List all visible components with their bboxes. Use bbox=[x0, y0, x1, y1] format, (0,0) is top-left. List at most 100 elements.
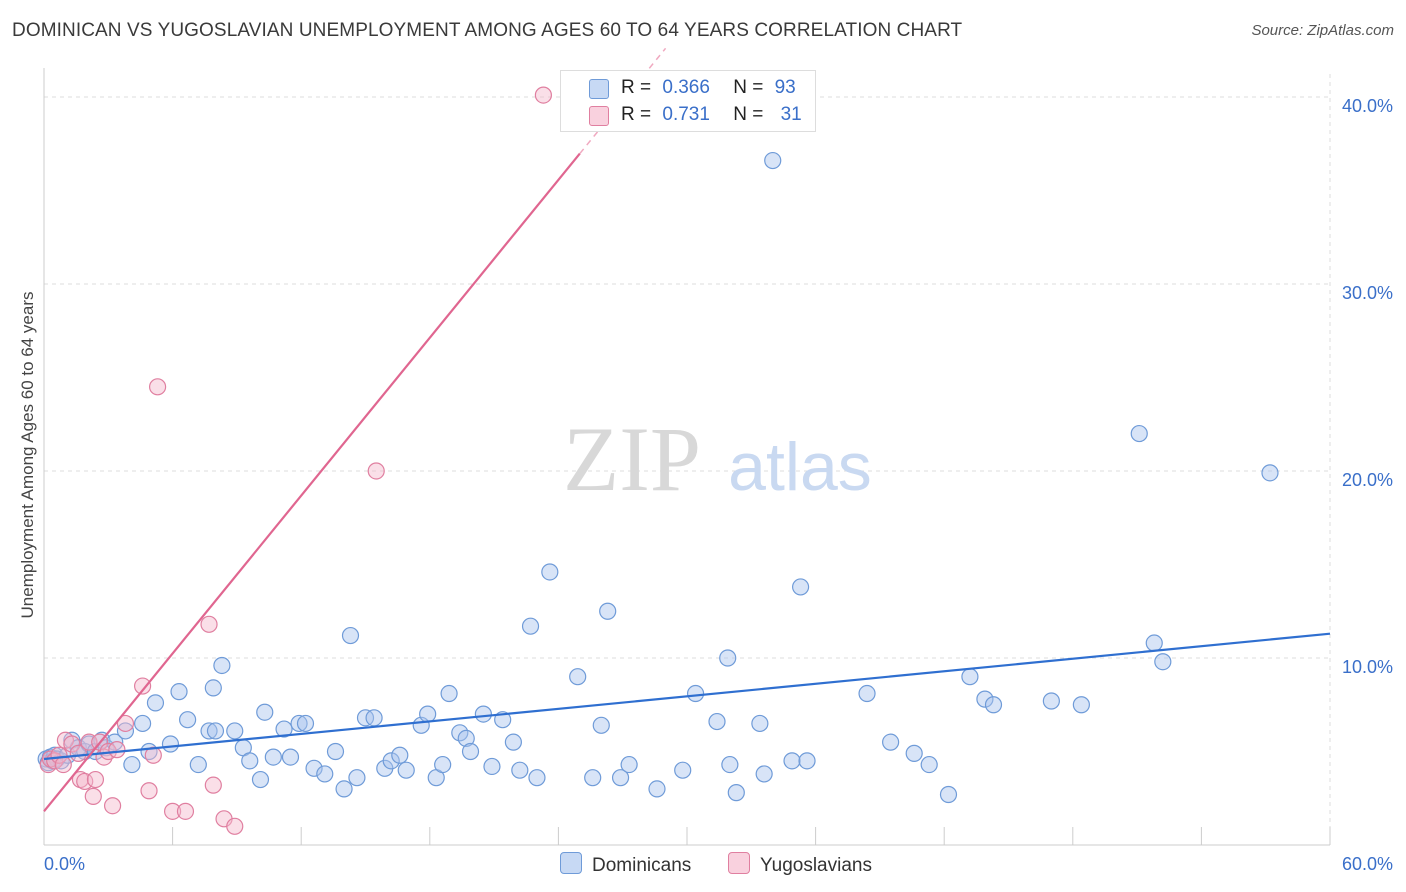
dominican-point bbox=[200, 722, 218, 740]
dominican-point bbox=[648, 780, 666, 798]
dominican-point bbox=[290, 714, 308, 733]
dominican-point bbox=[241, 752, 259, 770]
x-tick-label: 0.0% bbox=[44, 854, 85, 874]
dominican-point bbox=[483, 757, 501, 776]
legend-r-value: 0.731 bbox=[662, 104, 710, 125]
dominicans-points bbox=[37, 151, 1279, 804]
dominican-point bbox=[976, 690, 994, 708]
dominican-point bbox=[1261, 464, 1279, 482]
dominican-point bbox=[365, 709, 383, 727]
dominican-point bbox=[620, 755, 638, 774]
legend-n-label: N = bbox=[733, 77, 764, 98]
yugoslavian-point bbox=[116, 714, 135, 733]
yugoslavians-trend-line bbox=[43, 152, 581, 813]
dominican-point bbox=[275, 720, 293, 738]
dominican-point bbox=[348, 769, 366, 787]
stats-legend: R = 0.366 N = 93 R = 0.731 N = 31 bbox=[560, 70, 816, 132]
dominican-point bbox=[419, 705, 437, 723]
legend-r-value: 0.366 bbox=[662, 77, 710, 98]
dominican-point bbox=[123, 755, 141, 774]
dominican-point bbox=[721, 755, 739, 774]
dominican-point bbox=[905, 744, 923, 762]
dominican-point bbox=[457, 729, 475, 748]
yugoslavian-point bbox=[133, 677, 152, 695]
dominican-point bbox=[1154, 653, 1172, 671]
dominican-point bbox=[783, 752, 801, 770]
dominicans-trend-line bbox=[43, 632, 1331, 761]
y-tick-label: 10.0% bbox=[1342, 657, 1393, 677]
bottom-legend-label: Yugoslavians bbox=[760, 855, 872, 876]
legend-n-value: 93 bbox=[774, 77, 796, 98]
dominican-point bbox=[521, 617, 540, 635]
dominican-point bbox=[204, 679, 222, 697]
legend-swatch-pink bbox=[589, 106, 609, 126]
yugoslavian-point bbox=[63, 735, 81, 753]
x-tick-label: 60.0% bbox=[1342, 854, 1393, 874]
yugoslavian-point bbox=[108, 741, 126, 759]
dominican-point bbox=[751, 714, 769, 733]
watermark-zip: ZIP bbox=[563, 408, 701, 510]
axes bbox=[43, 68, 1331, 846]
dominican-point bbox=[397, 761, 415, 779]
yugoslavian-point bbox=[103, 797, 122, 815]
yugoslavian-point bbox=[164, 802, 182, 820]
yugoslavian-point bbox=[367, 462, 385, 480]
dominican-point bbox=[434, 755, 452, 774]
yugoslavian-point bbox=[86, 770, 105, 789]
dominican-point bbox=[674, 761, 692, 779]
yugoslavian-point bbox=[54, 755, 72, 774]
watermark: ZIP atlas bbox=[563, 408, 872, 510]
dominican-point bbox=[1130, 424, 1148, 443]
bottom-legend-label: Dominicans bbox=[592, 855, 692, 876]
yugoslavian-point bbox=[204, 776, 222, 794]
dominican-point bbox=[1072, 696, 1090, 714]
yugoslavian-point bbox=[534, 86, 552, 104]
watermark-atlas: atlas bbox=[728, 429, 872, 505]
dominican-point bbox=[341, 626, 360, 645]
dominican-point bbox=[984, 696, 1003, 714]
yugoslavians-points bbox=[39, 86, 552, 835]
dominican-point bbox=[281, 748, 300, 766]
legend-n-label: N = bbox=[733, 104, 764, 125]
dominican-point bbox=[592, 716, 610, 734]
dominican-point bbox=[146, 694, 165, 712]
dominican-point bbox=[326, 742, 345, 761]
dominican-point bbox=[264, 748, 282, 766]
dominican-point bbox=[791, 578, 810, 596]
dominican-point bbox=[504, 733, 522, 751]
dominican-point bbox=[391, 746, 409, 764]
tick-labels: 10.0% 20.0% 30.0% 40.0% 0.0% 60.0% bbox=[44, 96, 1393, 874]
dominican-point bbox=[1042, 692, 1060, 710]
dominican-point bbox=[133, 714, 152, 733]
dominican-point bbox=[251, 770, 270, 789]
yugoslavian-point bbox=[200, 615, 218, 633]
chart-title: DOMINICAN VS YUGOSLAVIAN UNEMPLOYMENT AM… bbox=[12, 20, 963, 41]
bottom-legend-yugoslavians: Yugoslavians bbox=[728, 852, 872, 877]
dominican-point bbox=[256, 703, 274, 721]
legend-swatch-blue bbox=[589, 79, 609, 99]
yugoslavian-point bbox=[140, 782, 158, 800]
dominican-point bbox=[961, 668, 979, 686]
dominican-point bbox=[708, 712, 726, 731]
dominican-point bbox=[798, 752, 816, 770]
dominican-point bbox=[686, 684, 705, 703]
dominican-point bbox=[584, 769, 602, 787]
dominican-point bbox=[569, 668, 587, 686]
dominican-point bbox=[461, 742, 480, 761]
yugoslavian-point bbox=[69, 744, 87, 762]
yugoslavian-point bbox=[50, 746, 68, 764]
dominican-point bbox=[440, 684, 458, 703]
dominican-point bbox=[382, 752, 400, 770]
bottom-legend-swatch-blue bbox=[560, 852, 582, 874]
dominican-point bbox=[335, 780, 353, 798]
yugoslavian-point bbox=[76, 772, 94, 791]
dominican-point bbox=[296, 714, 315, 733]
yugoslavian-point bbox=[176, 802, 195, 820]
dominican-point bbox=[764, 151, 782, 170]
dominican-point bbox=[939, 785, 958, 804]
legend-r-label: R = bbox=[621, 77, 652, 98]
dominican-point bbox=[226, 722, 244, 740]
source-credit: Source: ZipAtlas.com bbox=[1251, 22, 1394, 39]
dominican-point bbox=[727, 784, 745, 802]
